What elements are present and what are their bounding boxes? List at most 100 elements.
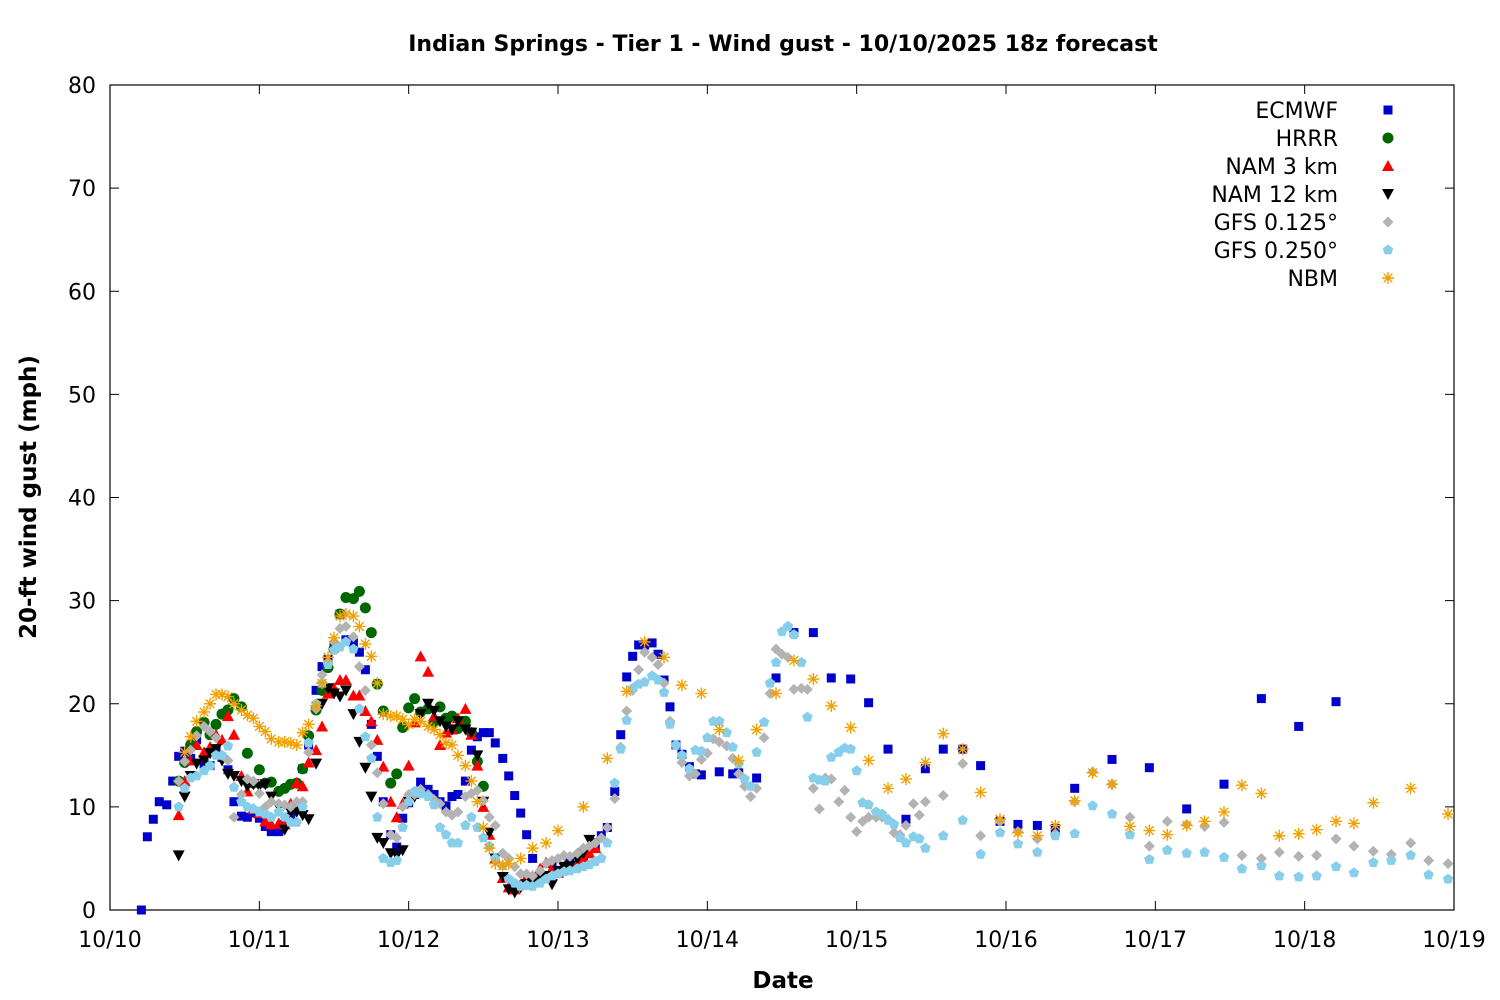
nbm-point — [339, 608, 352, 621]
gfs-0-125-point — [845, 811, 857, 823]
ecmwf-point — [864, 698, 874, 708]
gfs-0-250-point — [888, 818, 900, 829]
nam-3-km-point — [377, 760, 390, 772]
nbm-point — [1031, 829, 1044, 842]
ecmwf-point — [610, 786, 620, 796]
gfs-0-250-point — [273, 806, 284, 817]
gfs-0-250-point — [826, 751, 837, 762]
nbm-point — [1180, 819, 1193, 832]
ecmwf-point — [1219, 779, 1229, 789]
nbm-point — [1218, 806, 1231, 819]
gfs-0-125-point — [695, 753, 707, 765]
gfs-0-125-point — [1330, 833, 1342, 845]
gfs-0-250-point — [914, 833, 925, 844]
ecmwf-point — [628, 651, 638, 661]
nam-12-km-point — [210, 744, 223, 756]
gfs-0-250-point — [348, 643, 359, 654]
nbm-point — [290, 739, 303, 751]
gfs-0-250-point — [460, 819, 471, 830]
ecmwf-point — [317, 662, 327, 672]
ecmwf-point — [528, 853, 538, 863]
nam-12-km-point — [428, 705, 441, 717]
x-tick-label: 10/17 — [1124, 928, 1187, 953]
nbm-point — [732, 754, 745, 767]
nbm-point — [956, 743, 969, 756]
gfs-0-250-point — [615, 743, 626, 754]
nam-3-km-point — [316, 720, 329, 732]
ecmwf-point — [416, 777, 426, 787]
gfs-0-250-point — [770, 657, 782, 667]
nam-3-km-point — [365, 715, 378, 727]
nam-3-km-point — [414, 650, 427, 662]
nam-3-km-point — [402, 759, 415, 771]
gfs-0-125-point — [975, 830, 987, 842]
ecmwf-point — [883, 744, 893, 754]
nam-3-km-point — [296, 780, 309, 792]
gfs-0-125-point — [758, 732, 770, 744]
gfs-0-125-point — [863, 811, 875, 823]
gfs-0-125-point — [1442, 858, 1454, 870]
ecmwf-point — [728, 769, 738, 779]
ecmwf-point — [920, 764, 930, 774]
gfs-0-250-point — [279, 811, 290, 822]
nbm-point — [428, 723, 441, 736]
nbm-point — [265, 732, 278, 745]
gfs-0-250-point — [322, 659, 334, 669]
x-tick-label: 10/18 — [1273, 928, 1336, 953]
nbm-point — [1367, 796, 1380, 809]
gfs-0-125-point — [919, 796, 931, 808]
gfs-0-125-point — [646, 651, 658, 663]
hrrr-point — [210, 718, 222, 730]
ecmwf-point — [510, 791, 520, 801]
nbm-point — [919, 756, 932, 769]
gfs-0-250-point — [609, 777, 620, 788]
nbm-point — [1310, 823, 1323, 836]
gfs-0-125-point — [489, 819, 501, 831]
x-tick-label: 10/12 — [377, 928, 440, 953]
chart-title: Indian Springs - Tier 1 - Wind gust - 10… — [408, 32, 1158, 57]
nam-12-km-point — [396, 845, 409, 857]
ecmwf-point — [1294, 721, 1304, 731]
y-tick-label: 50 — [68, 383, 96, 408]
nbm-point — [451, 749, 464, 762]
nbm-point — [465, 775, 478, 788]
gfs-0-125-point — [833, 796, 845, 808]
nbm-point — [695, 687, 708, 700]
y-tick-label: 30 — [68, 590, 96, 615]
gfs-0-250-point — [191, 770, 202, 781]
gfs-0-250-point — [796, 657, 807, 667]
gfs-0-125-point — [210, 732, 222, 744]
nbm-point — [227, 697, 240, 710]
nam-12-km-point — [359, 762, 372, 774]
nam-12-km-point — [227, 770, 240, 782]
gfs-0-125-point — [1236, 849, 1248, 861]
ecmwf-point — [466, 745, 476, 755]
gfs-0-250-point — [658, 686, 670, 697]
nbm-point — [1273, 829, 1286, 842]
gfs-0-125-point — [247, 775, 259, 787]
nbm-point — [638, 635, 651, 648]
nbm-point — [198, 706, 211, 718]
gfs-0-250-point — [758, 716, 770, 727]
nbm-point — [862, 754, 875, 767]
nbm-point — [1123, 820, 1136, 833]
gfs-0-250-point — [751, 746, 762, 757]
nam-12-km-point — [365, 791, 378, 803]
y-tick-label: 20 — [68, 693, 96, 718]
gfs-0-250-point — [851, 765, 862, 776]
nbm-point — [1330, 815, 1343, 828]
nam-3-km-point — [198, 746, 211, 758]
nam-3-km-point — [339, 674, 352, 686]
hrrr-point — [409, 693, 421, 705]
ecmwf-point — [752, 773, 762, 783]
nbm-point — [184, 730, 197, 743]
legend-marker-gfs-0-125 — [1382, 216, 1394, 228]
gfs-0-125-point — [851, 826, 863, 838]
gfs-0-250-point — [428, 799, 440, 810]
nam-12-km-point — [496, 872, 509, 883]
nam-3-km-point — [434, 739, 447, 750]
nam-3-km-point — [353, 689, 366, 701]
gfs-0-250-point — [876, 808, 888, 819]
gfs-0-250-point — [621, 714, 632, 725]
gfs-0-125-point — [713, 736, 725, 748]
